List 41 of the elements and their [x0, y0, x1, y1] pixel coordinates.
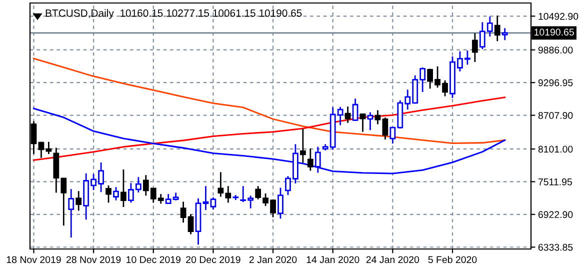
- candlestick: [494, 14, 500, 42]
- x-tick-label: 5 Feb 2020: [428, 256, 477, 264]
- y-tick-label: 10492.90: [538, 12, 578, 20]
- x-tick-label: 18 Nov 2019: [6, 256, 61, 264]
- y-tick-label: 9296.95: [538, 79, 573, 86]
- candlestick: [502, 27, 508, 41]
- ref-line-label: 10190.65: [534, 28, 574, 36]
- y-tick-label: 8707.90: [538, 112, 573, 119]
- candlestick: [307, 148, 314, 172]
- candlestick: [106, 184, 112, 204]
- candlestick: [76, 190, 82, 212]
- candlestick: [38, 141, 44, 159]
- x-tick-label: 10 Dec 2019: [126, 256, 180, 264]
- candlestick: [180, 200, 186, 224]
- x-tick-label: 14 Jan 2020: [306, 256, 360, 264]
- candlestick: [278, 187, 284, 220]
- candlestick: [352, 98, 358, 122]
- y-tick-label: 7511.95: [538, 178, 572, 186]
- line-series: [32, 58, 506, 144]
- text: BTCUSD,Daily 10160.15 10277.15 10061.15 10190.65: [46, 9, 302, 19]
- y-tick-label: 6333.85: [538, 244, 573, 251]
- candlestick: [46, 141, 52, 155]
- x-tick-label: 28 Nov 2019: [66, 256, 121, 264]
- line-series: [32, 96, 506, 161]
- candlestick: [300, 128, 306, 164]
- x-tick-label: 20 Dec 2019: [186, 256, 240, 264]
- x-tick-label: 2 Jan 2020: [249, 256, 297, 264]
- candlestick: [344, 106, 351, 124]
- candlestick: [120, 168, 126, 208]
- y-tick-label: 8101.00: [538, 146, 573, 153]
- x-tick-label: 24 Jan 2020: [366, 256, 420, 264]
- candlestick: [202, 185, 209, 211]
- candlestick: [367, 112, 374, 131]
- candlestick: [472, 32, 478, 63]
- y-tick-label: 6922.90: [538, 211, 573, 218]
- candlestick: [68, 188, 74, 238]
- candlestick: [210, 196, 216, 210]
- candlestick: [360, 113, 366, 133]
- y-tick-label: 9886.00: [538, 46, 573, 54]
- candlestick: [113, 186, 119, 202]
- candlestick: [188, 214, 194, 235]
